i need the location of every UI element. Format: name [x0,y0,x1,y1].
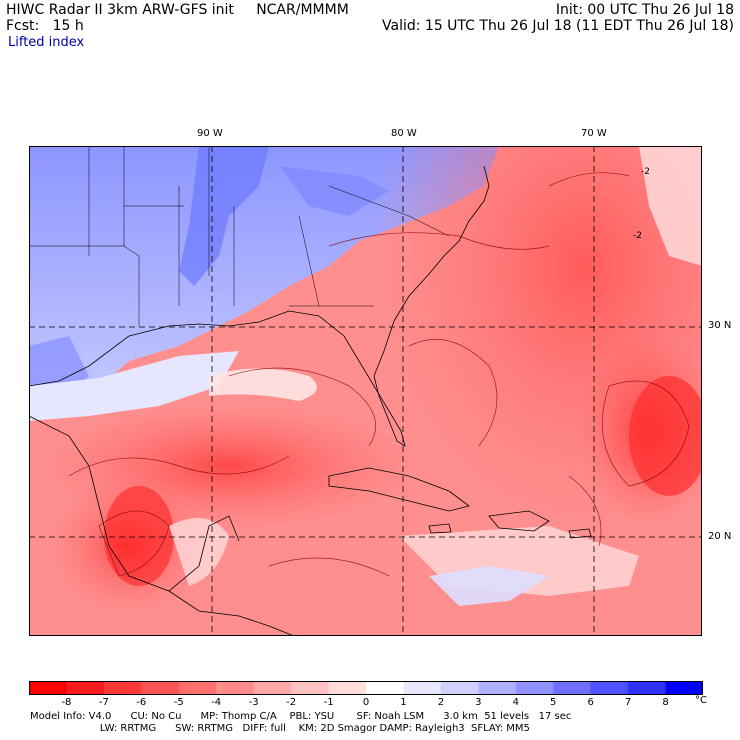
colorbar-tick-label: -5 [173,697,184,708]
gulf-coast [29,310,406,447]
hispaniola [488,510,550,532]
header-title-line: HIWC Radar II 3km ARW-GFS init NCAR/MMMM [6,2,349,18]
cuba [328,467,470,512]
colorbar-swatch [216,681,255,695]
contour-line-6 [602,380,690,487]
colorbar-tick-label: 0 [362,697,370,708]
contour-line-3 [98,510,170,577]
colorbar [29,681,703,695]
contour-line-9 [568,475,602,547]
model-info-line-2: LW: RRTMG SW: RRTMG DIFF: full KM: 2D Sm… [30,723,530,734]
colorbar-swatch [553,681,592,695]
state-border-9 [328,185,450,237]
colorbar-swatch [178,681,217,695]
colorbar-tick-label: 2 [437,697,445,708]
white-streak-yucatan [169,518,229,586]
colorbar-swatch [403,681,442,695]
white-streak-gulf [209,368,317,401]
contour-line-1 [228,367,377,447]
lat-label-30n: 30 N [708,320,732,331]
contour-label-1: -2 [641,167,650,177]
colorbar-tick-label: -3 [248,697,259,708]
contour-line-2 [68,455,290,477]
colorbar-swatch [515,681,554,695]
lifted-index-map: -2 -2 [29,146,702,636]
model-info-line-1: Model Info: V4.0 CU: No Cu MP: Thomp C/A… [30,711,572,722]
lon-label-80w: 80 W [391,128,417,139]
colorbar-swatch [366,681,404,695]
forecast-hour: Fcst: 15 h [6,18,84,34]
lon-label-70w: 70 W [581,128,607,139]
colorbar-tick-label: 5 [550,697,557,708]
contour-line-5 [408,339,498,447]
colorbar-swatch [440,681,479,695]
colorbar-swatch [253,681,292,695]
coastlines [29,165,592,636]
model-title: HIWC Radar II 3km ARW-GFS init [6,2,234,18]
mexico-coast [29,415,240,592]
colorbar-swatch [291,681,330,695]
institution-label: NCAR/MMMM [256,2,349,18]
lon-label-90w: 90 W [197,128,223,139]
colorbar-tick-label: 1 [400,697,407,708]
contour-label-2: -2 [633,231,642,241]
colorbar-tick-label: -6 [136,697,147,708]
atlantic-coast [393,165,490,322]
contour-line-4 [328,232,550,250]
colorbar-swatch [103,681,142,695]
colorbar-tick-label: 4 [512,697,519,708]
colorbar-swatch [66,681,105,695]
puerto-rico [568,528,592,539]
colorbar-swatch [665,681,703,695]
colorbar-swatch [141,681,180,695]
colorbar-tick-label: -7 [98,697,109,708]
state-border-1 [123,146,140,326]
contours [68,172,690,577]
valid-time: Valid: 15 UTC Thu 26 Jul 18 (11 EDT Thu … [382,18,734,34]
white-atlantic-east [639,146,702,266]
contour-line-8 [548,172,630,187]
colorbar-tick-label: -1 [323,697,334,708]
red-bay-of-campeche [104,486,174,586]
state-border-6 [298,215,320,307]
blue-gulf-patch [29,351,239,421]
graticule-lines [29,146,702,636]
colorbar-tick-label: 7 [624,697,632,708]
colorbar-swatch [29,681,67,695]
colorbar-tick-label: -8 [61,697,72,708]
central-america-coast [168,590,295,636]
colorbar-tick-label: 3 [475,697,482,708]
state-borders [29,146,450,326]
contour-line-7 [268,557,390,577]
map-frame [29,146,702,636]
jamaica [428,523,452,534]
blue-core-interior [179,146,269,286]
colorbar-swatch [590,681,629,695]
colorbar-swatch [328,681,367,695]
lat-label-20n: 20 N [708,531,732,542]
init-time: Init: 00 UTC Thu 26 Jul 18 [555,2,734,18]
field-name: Lifted index [8,35,85,50]
red-atlantic-core [629,376,702,496]
colorbar-swatch [478,681,517,695]
colorbar-frame [29,681,703,695]
colorbar-tick-label: -2 [286,697,297,708]
colorbar-swatch [628,681,667,695]
colorbar-unit: °C [695,695,707,706]
colorbar-tick-label: 6 [587,697,594,708]
blue-caribbean-patch [429,566,549,606]
colorbar-tick-label: -4 [211,697,222,708]
colorbar-tick-label: 8 [662,697,669,708]
